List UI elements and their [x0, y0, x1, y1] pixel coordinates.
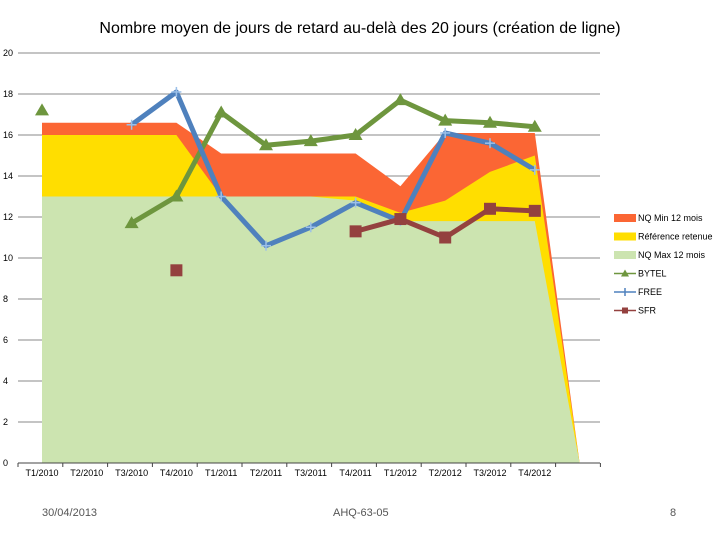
point-bytel-7: [348, 128, 363, 140]
x-tick-label-7: T4/2011: [339, 468, 371, 478]
y-tick-label-14: 14: [3, 171, 13, 181]
legend-label-nq-min-12-mois: NQ Min 12 mois: [638, 213, 703, 223]
series-line-free-0: [130, 89, 537, 249]
legend-label-bytel: BYTEL: [638, 269, 667, 279]
y-tick-label-2: 2: [3, 417, 8, 427]
page-number: 8: [670, 507, 677, 519]
point-free-4: [216, 191, 227, 202]
footer-reference: AHQ-63-05: [333, 507, 389, 519]
x-tick-label-6: T3/2011: [295, 468, 327, 478]
point-bytel-0: [35, 103, 49, 116]
point-free-7: [350, 197, 361, 208]
legend-marker-sfr: [622, 307, 628, 314]
point-sfr-7: [349, 225, 362, 238]
point-bytel-4: [214, 105, 229, 118]
point-sfr-8: [394, 213, 407, 226]
point-bytel-9: [438, 113, 453, 126]
point-bytel-2: [124, 216, 139, 229]
point-free-5: [261, 240, 271, 251]
chart-title: Nombre moyen de jours de retard au-delà …: [99, 20, 620, 37]
point-free-6: [305, 222, 316, 233]
point-bytel-5: [259, 138, 273, 151]
x-tick-label-1: T2/2010: [70, 468, 103, 478]
y-tick-label-4: 4: [3, 376, 8, 386]
legend-label-nq-max-12-mois: NQ Max 12 mois: [638, 250, 706, 260]
point-sfr-10: [484, 202, 496, 215]
area-nq-max-12-mois: [42, 196, 580, 463]
x-tick-label-0: T1/2010: [25, 468, 58, 478]
point-bytel-8: [393, 93, 408, 106]
area-series: [42, 122, 580, 463]
y-tick-label-8: 8: [3, 294, 8, 304]
footer-date: 30/04/2013: [42, 507, 98, 519]
point-sfr-11: [528, 204, 541, 217]
x-tick-label-9: T2/2012: [429, 468, 462, 478]
point-free-10: [485, 138, 495, 149]
series-line-bytel-1: [130, 97, 536, 226]
legend-swatch-r-f-rence-retenue: [614, 232, 636, 241]
legend-swatch-nq-max-12-mois: [614, 251, 636, 259]
point-sfr-9: [439, 231, 452, 244]
legend-label-r-f-rence-retenue: Référence retenue: [638, 232, 713, 242]
x-tick-label-4: T1/2011: [205, 468, 237, 478]
point-bytel-11: [527, 119, 542, 132]
point-free-9: [440, 127, 451, 138]
y-tick-label-12: 12: [3, 212, 13, 222]
y-tick-label-0: 0: [3, 458, 8, 468]
point-bytel-3: [169, 189, 184, 202]
legend-label-free: FREE: [638, 287, 662, 297]
point-free-2: [126, 119, 137, 130]
legend: NQ Min 12 mois Référence retenue NQ Max 12…: [614, 213, 713, 316]
point-free-11: [529, 164, 540, 175]
x-tick-label-5: T2/2011: [250, 468, 282, 478]
x-tick-label-11: T4/2012: [518, 468, 551, 478]
axes: 0 2 4 6 8 10 12 14 16 18 20 T1/2010 T2/2010 T3/2010 T4…: [3, 48, 601, 478]
x-tick-label-10: T3/2012: [473, 468, 506, 478]
legend-swatch-nq-min-12-mois: [614, 214, 636, 222]
x-tick-label-8: T1/2012: [384, 468, 417, 478]
y-tick-label-20: 20: [3, 48, 13, 58]
y-tick-label-10: 10: [3, 253, 13, 263]
x-tick-label-2: T3/2010: [115, 468, 148, 478]
y-tick-label-18: 18: [3, 89, 13, 99]
point-bytel-10: [483, 115, 497, 128]
point-sfr-3: [170, 264, 183, 277]
y-tick-label-16: 16: [3, 130, 13, 140]
point-bytel-6: [303, 134, 318, 147]
point-free-3: [171, 86, 182, 97]
legend-label-sfr: SFR: [638, 306, 657, 316]
legend-marker-bytel: [621, 269, 629, 277]
x-tick-label-3: T4/2010: [160, 468, 193, 478]
y-tick-label-6: 6: [3, 335, 8, 345]
line-series: [35, 86, 542, 277]
